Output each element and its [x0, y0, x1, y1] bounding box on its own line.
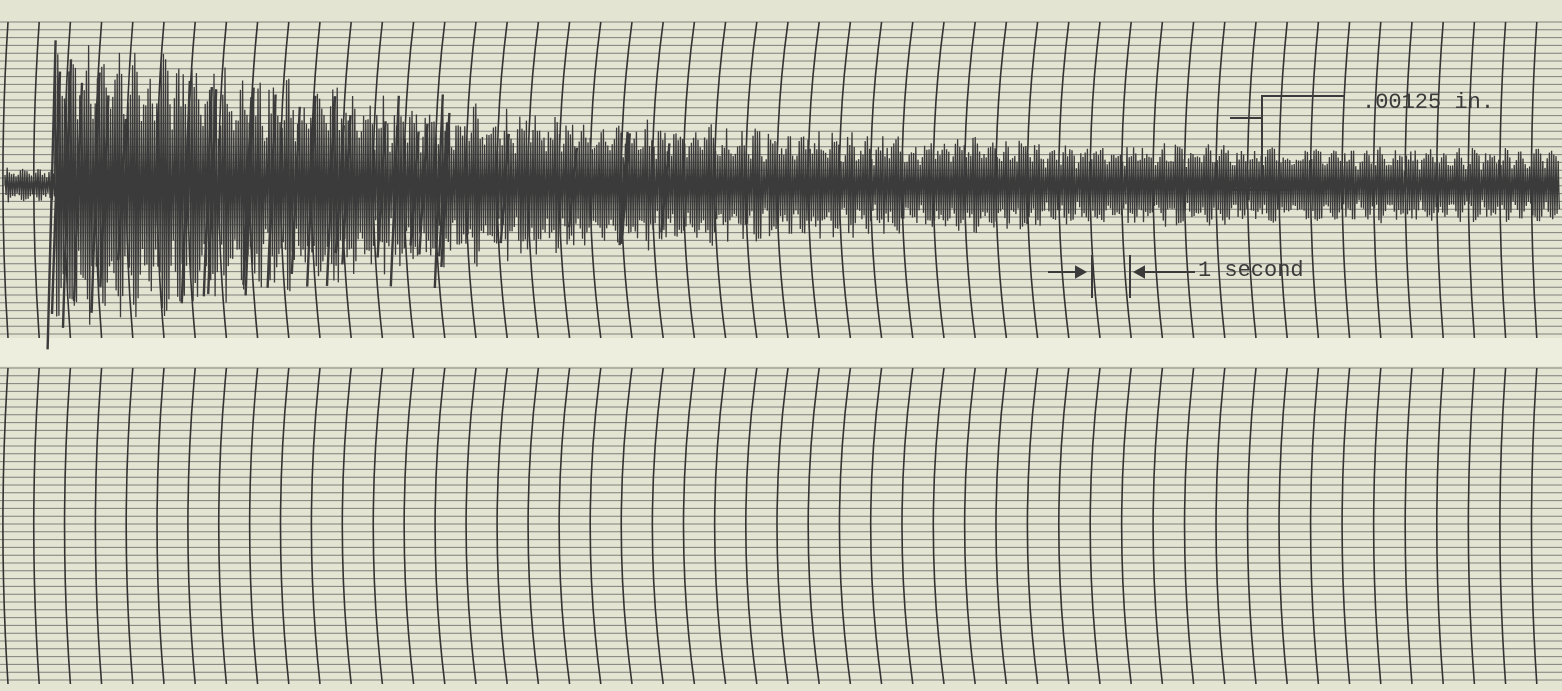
- time-arrows: [1075, 265, 1145, 279]
- time-scale-label: 1 second: [1198, 258, 1304, 283]
- time-bracket: [1048, 255, 1195, 298]
- amplitude-scale-label: .00125 in.: [1362, 90, 1494, 115]
- trace-line: [4, 45, 1560, 325]
- trace-strokes: [46, 40, 671, 350]
- amplitude-scale-marker: [1230, 95, 1345, 191]
- vibration-trace: [4, 40, 1560, 350]
- strip-gap: [0, 338, 1562, 366]
- time-scale-marker: [1048, 255, 1195, 298]
- amplitude-bracket: [1230, 95, 1345, 191]
